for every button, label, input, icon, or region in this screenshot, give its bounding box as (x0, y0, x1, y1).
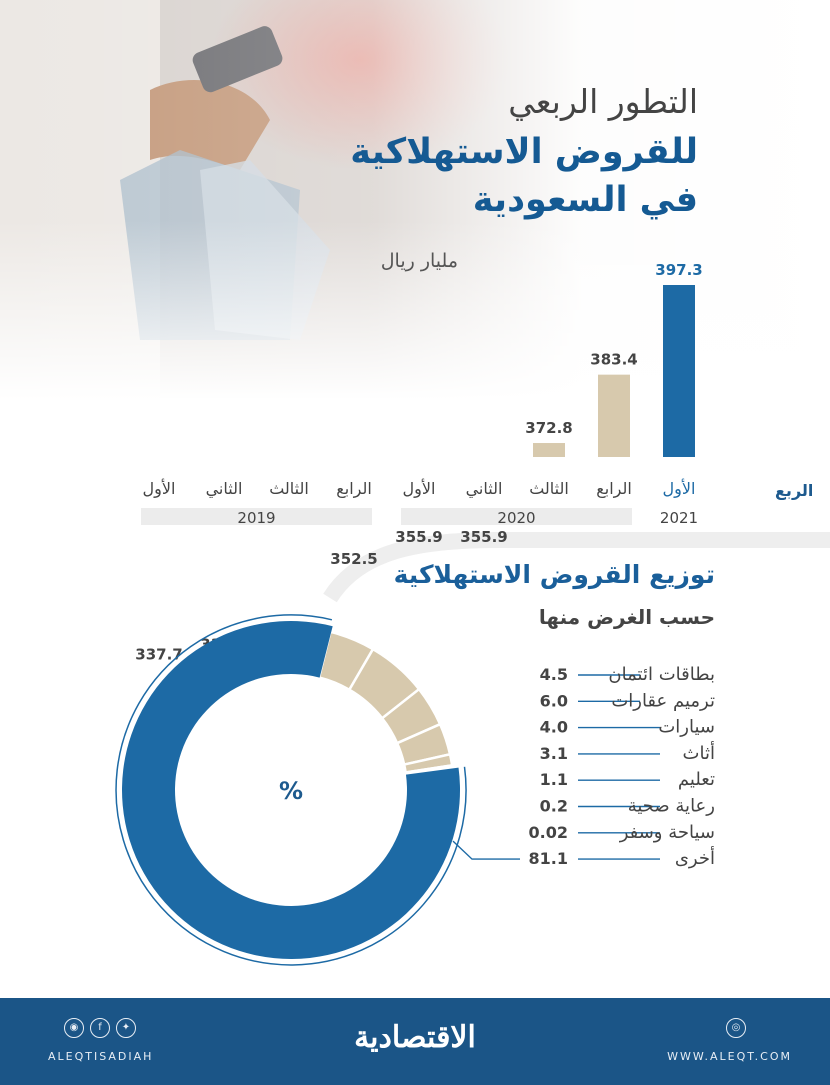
chart-title-line-1: التطور الربعي (508, 82, 698, 121)
chart-canvas: 201920202021337.7الأول339.2الثاني340.6ال… (115, 261, 830, 966)
year-label: 2020 (497, 509, 535, 527)
legend-value: 81.1 (529, 849, 568, 868)
quarter-tick-label: الثاني (206, 479, 243, 499)
bar-value-label: 355.9 (460, 528, 507, 546)
bar-value-label: 383.4 (590, 351, 637, 369)
bar (533, 443, 565, 457)
twitter-icon[interactable]: ✦ (116, 1018, 136, 1038)
legend-value: 3.1 (540, 744, 568, 763)
footer-bar: ◉ f ✦ ALEQTISADIAH الاقتصادية ◎ WWW.ALEQ… (0, 998, 830, 1085)
year-label: 2021 (660, 509, 698, 527)
legend-label: أخرى (675, 846, 715, 869)
legend-value: 4.0 (540, 718, 568, 737)
quarter-tick-label: الرابع (596, 479, 632, 499)
legend-value: 1.1 (540, 770, 568, 789)
instagram-icon[interactable]: ◉ (64, 1018, 84, 1038)
quarter-tick-label: الرابع (336, 479, 372, 499)
bar-value-label: 397.3 (655, 261, 702, 279)
quarter-tick-label: الثالث (529, 479, 569, 498)
legend-value: 6.0 (540, 691, 568, 710)
facebook-icon[interactable]: f (90, 1018, 110, 1038)
donut-center-label: % (279, 777, 303, 805)
year-band (401, 508, 632, 525)
quarter-tick-label: الثاني (466, 479, 503, 499)
globe-icon[interactable]: ◎ (726, 1018, 746, 1038)
section-divider-curve (323, 532, 830, 603)
hero-photo (0, 0, 830, 400)
website-link[interactable]: WWW.ALEQT.COM (667, 1050, 792, 1063)
legend-value: 0.02 (529, 823, 568, 842)
donut-outline-ring (115, 614, 467, 966)
brand-logo: الاقتصادية (354, 1020, 476, 1055)
distribution-subtitle: حسب الغرض منها (538, 605, 715, 629)
quarter-tick-label: الأول (143, 478, 176, 499)
legend-value: 0.2 (540, 797, 568, 816)
legend-label: سيارات (658, 717, 715, 738)
bar-value-label: 352.5 (330, 550, 377, 568)
legend-label: رعاية صحية (628, 796, 715, 817)
bar-value-label: 372.8 (525, 419, 572, 437)
bar (663, 285, 695, 457)
x-axis-label: الربع (775, 481, 813, 500)
legend-label: ترميم عقارات (611, 690, 715, 711)
legend-label: أثاث (683, 741, 715, 764)
chart-title-line-3: في السعودية (472, 180, 698, 220)
unit-label: مليار ريال (380, 250, 458, 272)
year-band (141, 508, 372, 525)
legend-label: بطاقات ائتمان (608, 664, 715, 685)
bar-value-label: 337.7 (135, 645, 182, 663)
legend-label: سياحة وسفر (619, 822, 715, 843)
quarter-tick-label: الثالث (269, 479, 309, 498)
bar (598, 374, 630, 457)
social-handle[interactable]: ALEQTISADIAH (48, 1050, 154, 1063)
distribution-title: توزيع القروض الاستهلاكية (393, 560, 715, 589)
year-label: 2019 (237, 509, 275, 527)
quarter-tick-label: الأول (403, 478, 436, 499)
bar-value-label: 355.9 (395, 528, 442, 546)
legend-label: تعليم (678, 769, 715, 790)
chart-title-line-2: للقروض الاستهلاكية (350, 132, 698, 172)
quarter-tick-label: الأول (663, 478, 696, 499)
legend-leader-line (452, 840, 520, 860)
legend-value: 4.5 (540, 665, 568, 684)
donut-slice (122, 621, 461, 960)
